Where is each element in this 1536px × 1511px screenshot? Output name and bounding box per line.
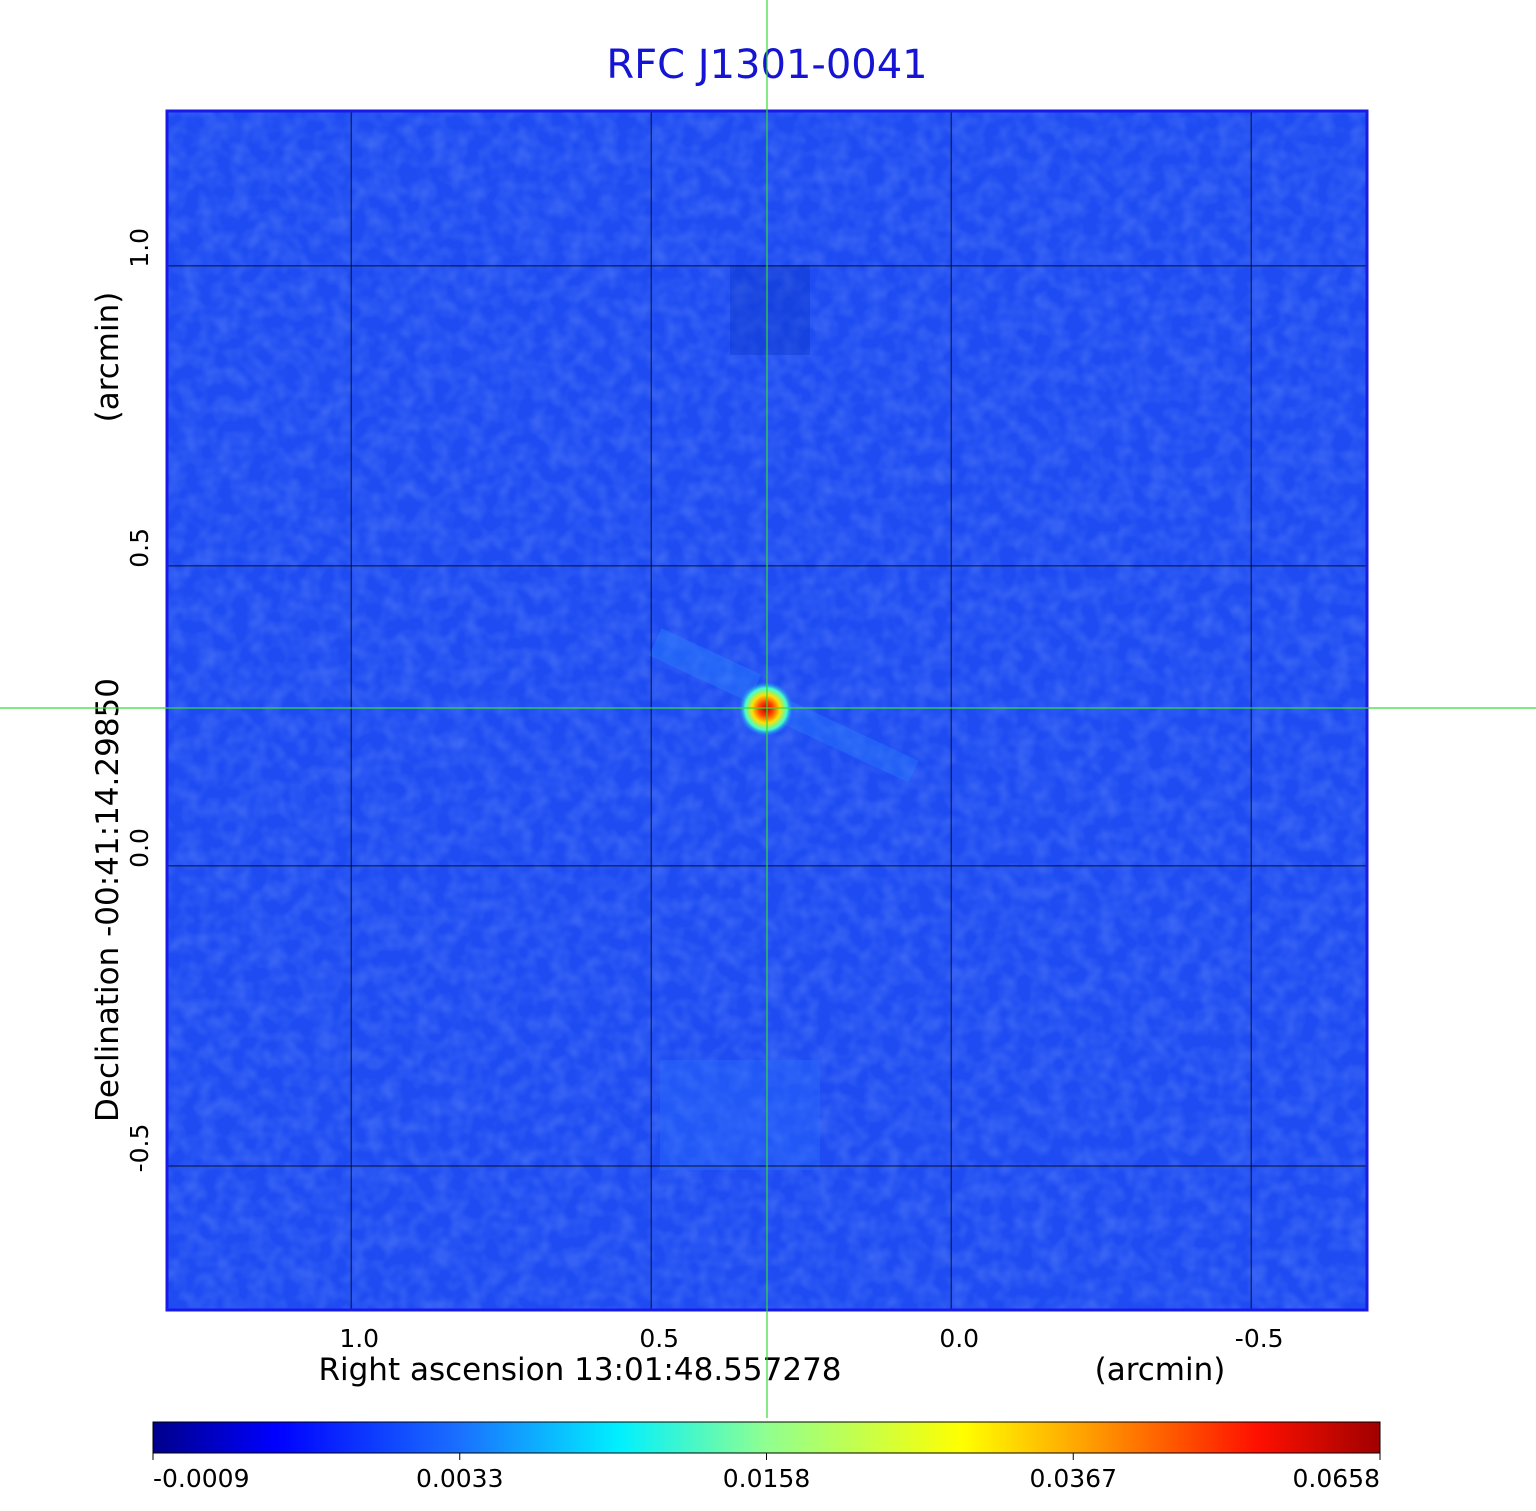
y-axis-label: Declination -00:41:14.29850 bbox=[90, 678, 126, 1122]
y-tick-label: 0.0 bbox=[125, 828, 154, 868]
x-tick-label: -0.5 bbox=[1235, 1324, 1284, 1353]
source-feature bbox=[648, 628, 762, 702]
sidelobe bbox=[730, 265, 810, 355]
colorbar-tick-label: 0.0658 bbox=[1293, 1464, 1380, 1493]
x-axis-unit: (arcmin) bbox=[1095, 1352, 1226, 1388]
x-tick-label: 1.0 bbox=[339, 1324, 379, 1353]
x-tick-label: 0.0 bbox=[939, 1324, 979, 1353]
colorbar-tick-label: 0.0033 bbox=[416, 1464, 503, 1493]
y-tick-label: 0.5 bbox=[125, 528, 154, 568]
y-tick-label: -0.5 bbox=[125, 1124, 154, 1173]
y-tick-label: 1.0 bbox=[125, 228, 154, 268]
source-feature bbox=[781, 701, 919, 783]
colorbar bbox=[152, 1421, 1381, 1454]
colorbar-tick-label: 0.0367 bbox=[1030, 1464, 1117, 1493]
x-axis-label: Right ascension 13:01:48.557278 bbox=[318, 1352, 841, 1388]
x-tick-label: 0.5 bbox=[639, 1324, 679, 1353]
sidelobe bbox=[660, 1060, 820, 1170]
source bbox=[738, 681, 794, 737]
colorbar-tick-label: 0.0158 bbox=[723, 1464, 810, 1493]
y-axis-unit: (arcmin) bbox=[90, 292, 126, 423]
colorbar-tick-label: -0.0009 bbox=[153, 1464, 250, 1493]
